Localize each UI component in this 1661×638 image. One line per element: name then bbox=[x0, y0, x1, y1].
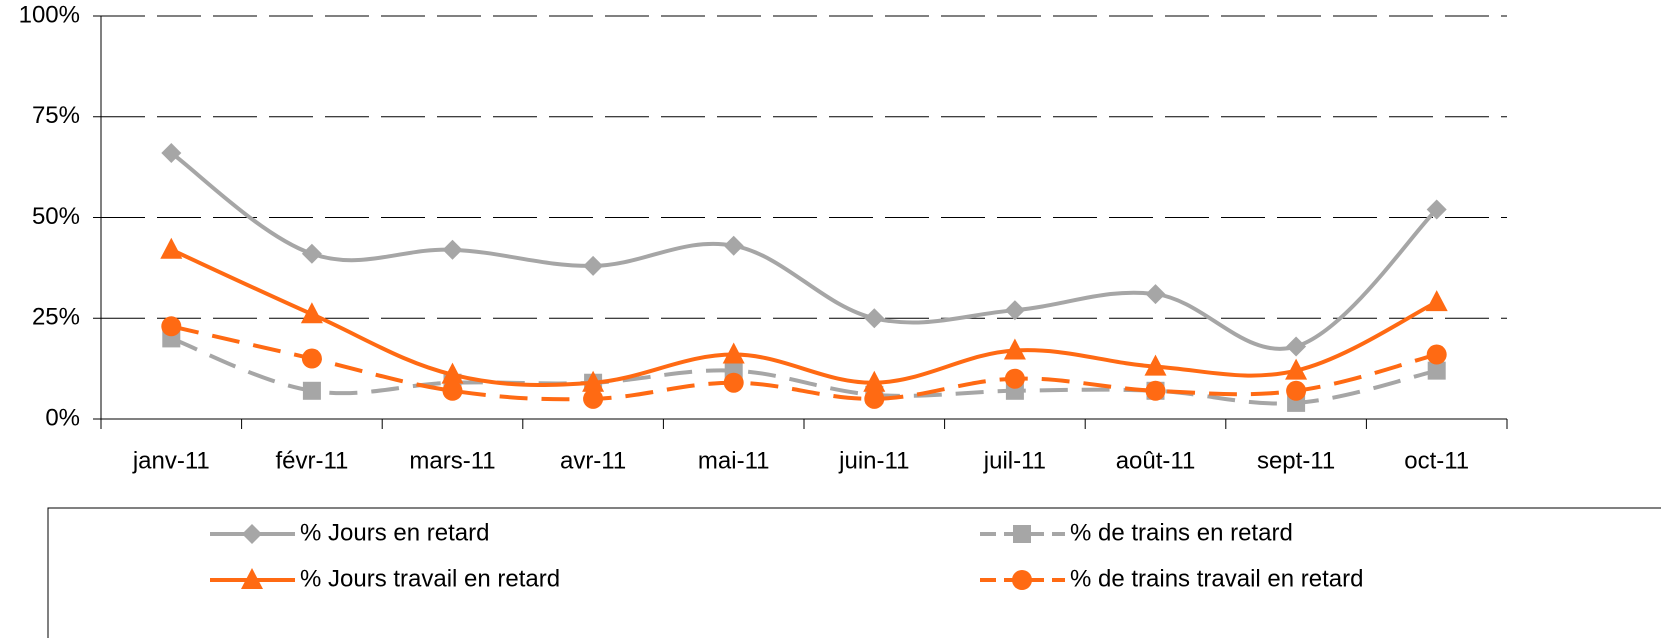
series-line bbox=[170, 324, 1438, 402]
x-tick-label: avr-11 bbox=[560, 447, 626, 474]
x-tick-label: mars-11 bbox=[409, 447, 495, 474]
marker bbox=[1286, 380, 1307, 401]
marker bbox=[161, 316, 182, 337]
marker bbox=[864, 308, 885, 329]
marker bbox=[1285, 358, 1308, 380]
legend-item: % de trains travail en retard bbox=[980, 565, 1363, 592]
marker bbox=[1425, 290, 1448, 312]
marker bbox=[723, 372, 744, 393]
legend-label: % de trains travail en retard bbox=[1070, 565, 1363, 592]
marker bbox=[1427, 361, 1446, 380]
marker bbox=[302, 381, 321, 400]
marker bbox=[442, 380, 463, 401]
marker bbox=[441, 362, 464, 384]
x-tick-label: oct-11 bbox=[1404, 447, 1469, 474]
x-tick-label: juil-11 bbox=[983, 447, 1046, 474]
marker bbox=[1004, 368, 1025, 389]
x-tick-label: août-11 bbox=[1116, 447, 1196, 474]
marker bbox=[722, 342, 745, 364]
y-tick-label: 75% bbox=[32, 102, 80, 129]
marker bbox=[582, 370, 605, 392]
marker bbox=[242, 524, 262, 544]
x-tick-label: juin-11 bbox=[838, 447, 909, 474]
x-tick-label: sept-11 bbox=[1257, 447, 1335, 474]
marker bbox=[864, 388, 885, 409]
marker bbox=[241, 568, 263, 589]
legend-item: % de trains en retard bbox=[980, 519, 1293, 546]
y-tick-label: 0% bbox=[45, 404, 80, 431]
marker bbox=[1144, 354, 1167, 376]
marker bbox=[301, 348, 322, 369]
marker bbox=[1426, 199, 1447, 220]
legend-box bbox=[47, 507, 1661, 638]
marker bbox=[583, 388, 604, 409]
marker bbox=[1145, 380, 1166, 401]
marker bbox=[1013, 525, 1031, 543]
legend-label: % Jours en retard bbox=[300, 519, 489, 546]
x-tick-label: janv-11 bbox=[132, 447, 210, 474]
legend-label: % Jours travail en retard bbox=[300, 565, 560, 592]
x-tick-label: mai-11 bbox=[698, 447, 770, 474]
marker bbox=[160, 237, 183, 259]
marker bbox=[1003, 338, 1026, 360]
marker bbox=[863, 370, 886, 392]
x-tick-label: févr-11 bbox=[275, 447, 348, 474]
marker bbox=[1004, 300, 1025, 321]
marker bbox=[1145, 284, 1166, 305]
series-line bbox=[170, 336, 1438, 406]
legend-item: % Jours en retard bbox=[210, 519, 489, 546]
marker bbox=[442, 239, 463, 260]
legend-label: % de trains en retard bbox=[1070, 519, 1293, 546]
series-line bbox=[170, 151, 1439, 351]
marker bbox=[161, 143, 182, 164]
y-tick-label: 100% bbox=[19, 1, 80, 28]
y-tick-label: 25% bbox=[32, 304, 80, 331]
legend-item: % Jours travail en retard bbox=[210, 565, 560, 592]
marker bbox=[1286, 336, 1307, 357]
marker bbox=[1426, 344, 1447, 365]
marker bbox=[301, 243, 322, 264]
marker bbox=[300, 302, 323, 324]
series-line bbox=[170, 247, 1438, 387]
marker bbox=[1012, 570, 1032, 590]
marker bbox=[583, 255, 604, 276]
marker bbox=[723, 235, 744, 256]
y-tick-label: 50% bbox=[32, 203, 80, 230]
